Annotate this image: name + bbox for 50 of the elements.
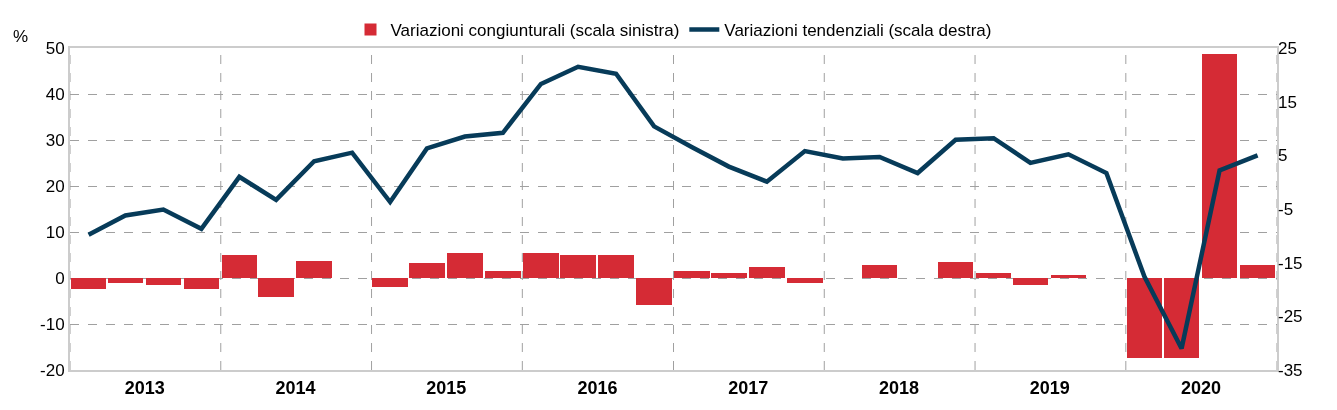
bar (862, 265, 897, 278)
bar (1240, 265, 1275, 278)
bar (296, 261, 332, 278)
y-axis-title: % (13, 27, 29, 46)
y-tick-label: -10 (40, 314, 65, 334)
bar (71, 278, 106, 289)
y2-tick-label: -15 (1278, 253, 1303, 273)
y-tick-label: -20 (40, 360, 65, 380)
x-tick-label: 2019 (1029, 377, 1070, 398)
x-tick-label: 2015 (426, 377, 467, 398)
y-tick-label: 10 (45, 222, 65, 242)
bar (1202, 54, 1237, 278)
x-tick-label: 2014 (275, 377, 316, 398)
x-tick-label: 2020 (1180, 377, 1222, 398)
bar (184, 278, 219, 289)
y-tick-label: 0 (55, 268, 65, 288)
x-tick-label: 2016 (577, 377, 618, 398)
x-tick-label: 2018 (879, 377, 920, 398)
bar (787, 278, 823, 283)
x-tick-label: 2017 (728, 377, 769, 398)
bar (485, 271, 521, 278)
y-tick-label: 20 (45, 176, 65, 196)
legend-label: Variazioni tendenziali (scala destra) (724, 21, 992, 41)
line-series (86, 64, 1260, 351)
bar (409, 263, 445, 278)
bar (598, 255, 634, 278)
bar (258, 278, 294, 297)
bar (372, 278, 408, 287)
y2-tick-label: 15 (1278, 92, 1297, 112)
y-tick-label: 50 (45, 38, 65, 58)
bar (1051, 275, 1086, 278)
bar (636, 278, 672, 305)
bar (938, 262, 973, 278)
bar (146, 278, 181, 285)
bar (1127, 278, 1162, 358)
y-tick-label: 40 (45, 84, 65, 104)
y2-tick-label: -5 (1278, 199, 1294, 219)
y-tick-label: 30 (45, 130, 65, 150)
bar (108, 278, 143, 283)
y2-tick-label: 5 (1278, 146, 1288, 166)
y2-tick-label: 25 (1278, 38, 1297, 58)
x-tick-label: 2013 (124, 377, 165, 398)
legend-label: Variazioni congiunturali (scala sinistra) (390, 21, 680, 41)
y2-tick-label: -25 (1278, 307, 1303, 327)
bar (749, 267, 785, 278)
bar (976, 273, 1011, 278)
bar (222, 255, 257, 278)
y2-tick-label: -35 (1278, 360, 1303, 380)
bar (447, 253, 483, 278)
bar (1013, 278, 1048, 285)
